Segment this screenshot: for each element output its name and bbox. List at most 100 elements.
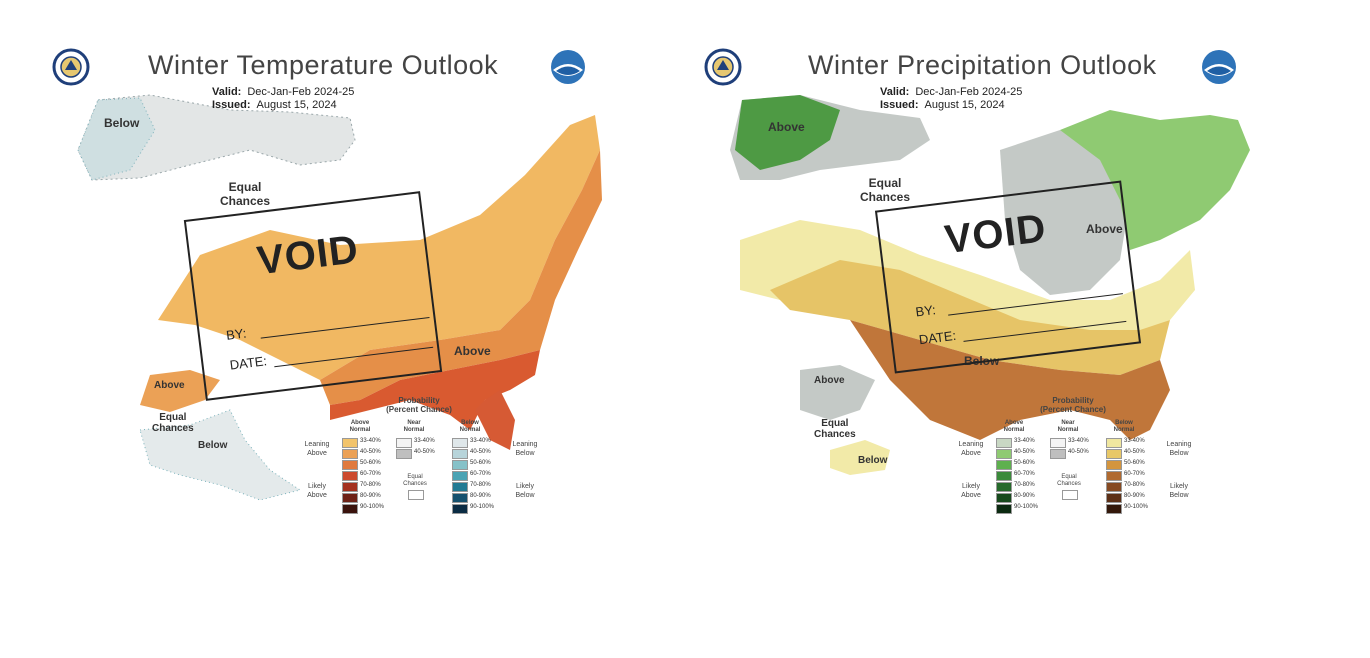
legend-range-below-2: 50-60%: [1124, 460, 1145, 466]
precip-region-ak-below: [830, 440, 890, 475]
ak-ec-line-1: Equal: [821, 418, 849, 429]
legend-range-below-4: 70-80%: [1124, 482, 1145, 488]
ec-line-2: Chances: [220, 194, 271, 208]
legend-swatch-below-5: [1106, 493, 1122, 503]
legend-swatch-below-0: [452, 438, 468, 448]
legend-swatch-near-1: [396, 449, 412, 459]
likely-below-line-1: Likely: [1170, 483, 1188, 490]
precipitation-map-graphic: [730, 95, 1250, 475]
legend-range-above-0: 33-40%: [1014, 438, 1035, 444]
legend-range-near-0: 33-40%: [1068, 438, 1089, 444]
legend-swatch-below-3: [452, 471, 468, 481]
precipitation-map-title: Winter Precipitation Outlook: [808, 50, 1157, 80]
legend-likely-above: Likely Above: [300, 482, 334, 500]
likely-above-line-2: Above: [961, 492, 981, 499]
temperature-issued-line: Issued: August 15, 2024: [212, 99, 337, 111]
legend-col-below: Below Normal: [1104, 420, 1144, 434]
legend-range-near-1: 40-50%: [414, 449, 435, 455]
legend-range-above-6: 90-100%: [1014, 504, 1039, 510]
leaning-below-line-1: Leaning: [1166, 441, 1192, 448]
legend-title: Probability (Percent Chance): [364, 396, 474, 414]
legend-title: Probability (Percent Chance): [1018, 396, 1128, 414]
likely-above-line-1: Likely: [308, 483, 326, 490]
col-above-line-1: Above: [1004, 420, 1024, 426]
col-below-line-2: Normal: [1113, 427, 1135, 433]
legend-swatch-below-3: [1106, 471, 1122, 481]
col-near-line-2: Normal: [403, 427, 425, 433]
likely-below-line-2: Below: [515, 492, 535, 499]
legend-likely-below: Likely Below: [1162, 482, 1196, 500]
legend-col-below: Below Normal: [450, 420, 490, 434]
void-date-line: [274, 346, 434, 368]
legend-swatch-above-6: [342, 504, 358, 514]
region-label-ak-above: Above: [814, 375, 845, 386]
likely-below-line-1: Likely: [516, 483, 534, 490]
legend-swatch-below-2: [452, 460, 468, 470]
valid-value: Dec-Jan-Feb 2024-25: [915, 86, 1023, 98]
legend-ec-line-1: Equal: [407, 474, 423, 480]
legend-swatch-near-0: [1050, 438, 1066, 448]
likely-below-line-2: Below: [1169, 492, 1189, 499]
ec-line-2: Chances: [860, 190, 911, 204]
temperature-valid-line: Valid: Dec-Jan-Feb 2024-25: [212, 86, 354, 98]
region-label-ak-below: Below: [858, 455, 888, 466]
col-above-line-2: Normal: [349, 427, 371, 433]
col-below-line-1: Below: [461, 420, 479, 426]
precip-region-dry-mid: [770, 260, 1170, 375]
legend-swatch-below-5: [452, 493, 468, 503]
legend-swatch-above-5: [342, 493, 358, 503]
legend-swatch-above-2: [996, 460, 1012, 470]
commerce-seal-icon: [52, 48, 90, 86]
valid-value: Dec-Jan-Feb 2024-25: [247, 86, 355, 98]
legend-swatch-below-6: [452, 504, 468, 514]
void-by-label: BY:: [914, 302, 937, 320]
legend-swatch-below-1: [1106, 449, 1122, 459]
valid-label: Valid:: [880, 86, 910, 98]
legend-swatch-above-4: [342, 482, 358, 492]
legend-range-above-1: 40-50%: [360, 449, 381, 455]
leaning-below-line-2: Below: [515, 450, 535, 457]
legend-range-near-1: 40-50%: [1068, 449, 1089, 455]
void-stamp: VOID BY: DATE:: [183, 191, 443, 401]
legend-range-below-3: 60-70%: [1124, 471, 1145, 477]
precipitation-issued-line: Issued: August 15, 2024: [880, 99, 1005, 111]
legend-col-above: Above Normal: [340, 420, 380, 434]
legend-range-above-1: 40-50%: [1014, 449, 1035, 455]
legend-likely-above: Likely Above: [954, 482, 988, 500]
region-label-ak-equal-chances: Equal Chances: [814, 418, 856, 440]
legend-swatch-below-1: [452, 449, 468, 459]
precip-region-ak-gray: [800, 365, 875, 420]
issued-label: Issued:: [212, 99, 251, 111]
ak-ec-line-2: Chances: [152, 423, 194, 434]
col-near-line-1: Near: [407, 420, 421, 426]
legend-equal-chances: Equal Chances: [400, 474, 430, 488]
legend-swatch-below-4: [1106, 482, 1122, 492]
legend-range-above-5: 80-90%: [1014, 493, 1035, 499]
region-label-equal-chances: Equal Chances: [220, 180, 270, 208]
legend-range-below-4: 70-80%: [470, 482, 491, 488]
legend-swatch-above-0: [996, 438, 1012, 448]
legend-range-below-1: 40-50%: [1124, 449, 1145, 455]
legend-swatch-below-4: [452, 482, 468, 492]
legend-col-near: Near Normal: [394, 420, 434, 434]
void-by-label: BY:: [225, 325, 248, 343]
precipitation-legend: Probability (Percent Chance) Above Normal…: [954, 396, 1204, 526]
legend-range-below-0: 33-40%: [1124, 438, 1145, 444]
legend-leaning-above: Leaning Above: [300, 440, 334, 458]
leaning-above-line-1: Leaning: [304, 441, 330, 448]
region-label-ak-equal-chances: Equal Chances: [152, 412, 194, 434]
legend-range-above-2: 50-60%: [1014, 460, 1035, 466]
noaa-logo-icon: [1202, 50, 1236, 84]
col-above-line-2: Normal: [1003, 427, 1025, 433]
ec-line-1: Equal: [868, 176, 902, 190]
leaning-above-line-2: Above: [307, 450, 327, 457]
legend-title-line-2: (Percent Chance): [386, 405, 452, 414]
legend-range-below-6: 90-100%: [1124, 504, 1149, 510]
issued-value: August 15, 2024: [256, 99, 337, 111]
legend-leaning-below: Leaning Below: [508, 440, 542, 458]
temp-region-above-low: [158, 115, 600, 380]
temp-region-florida: [475, 390, 515, 450]
legend-ec-line-2: Chances: [1057, 481, 1081, 487]
region-label-ak-below: Below: [198, 440, 228, 451]
legend-likely-below: Likely Below: [508, 482, 542, 500]
